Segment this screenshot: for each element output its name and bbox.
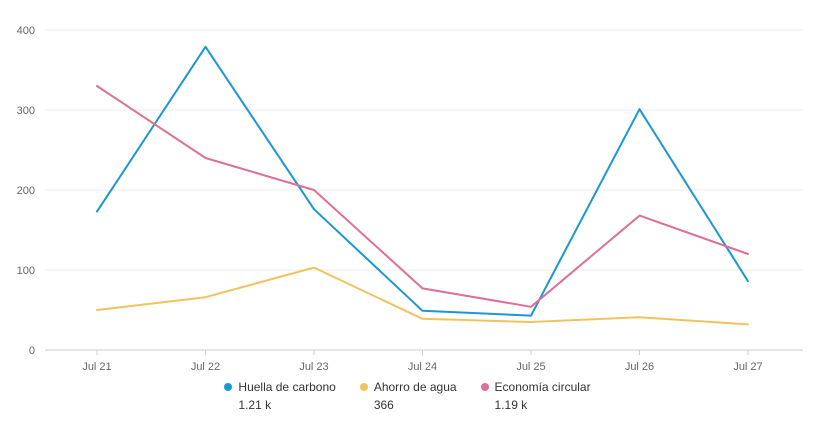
y-tick-label-0: 0: [29, 345, 35, 357]
y-tick-label-300: 300: [17, 105, 35, 117]
y-tick-label-100: 100: [17, 265, 35, 277]
y-tick-label-400: 400: [17, 25, 35, 37]
legend-item-ahorro[interactable]: Ahorro de agua 366: [359, 380, 457, 412]
x-tick-label-3: Jul 24: [408, 361, 437, 373]
series-line-2: [96, 85, 749, 308]
series-line-1: [96, 266, 749, 326]
x-tick-label-2: Jul 23: [299, 361, 328, 373]
legend-dot-ahorro: [359, 383, 368, 391]
series-lines: [96, 45, 749, 326]
legend-item-huella[interactable]: Huella de carbono 1.21 k: [224, 380, 336, 412]
legend-total-huella: 1.21 k: [238, 398, 272, 412]
legend-total-economia: 1.19 k: [494, 398, 528, 412]
x-tick-label-0: Jul 21: [82, 361, 111, 373]
legend-dot-economia: [480, 383, 489, 391]
x-tick-label-5: Jul 26: [625, 361, 654, 373]
legend-label-economia: Economía circular: [494, 380, 591, 394]
x-tick-label-4: Jul 25: [516, 361, 545, 373]
x-tick-label-1: Jul 22: [191, 361, 220, 373]
legend-dot-huella: [224, 383, 233, 391]
legend-label-huella: Huella de carbono: [238, 380, 336, 394]
y-tick-label-200: 200: [17, 185, 35, 197]
legend-label-ahorro: Ahorro de agua: [373, 380, 457, 394]
grid-lines: [45, 29, 803, 271]
legend-item-economia[interactable]: Economía circular 1.19 k: [480, 380, 591, 412]
series-line-0: [96, 45, 749, 317]
axes: 0 100 200 300 400 Jul 21 Jul 22 Jul 23 Jul 24 Jul…: [17, 25, 803, 373]
x-tick-label-6: Jul 27: [733, 361, 762, 373]
legend-total-ahorro: 366: [373, 398, 394, 412]
legend: Huella de carbono 1.21 k Ahorro de agua …: [0, 380, 815, 412]
